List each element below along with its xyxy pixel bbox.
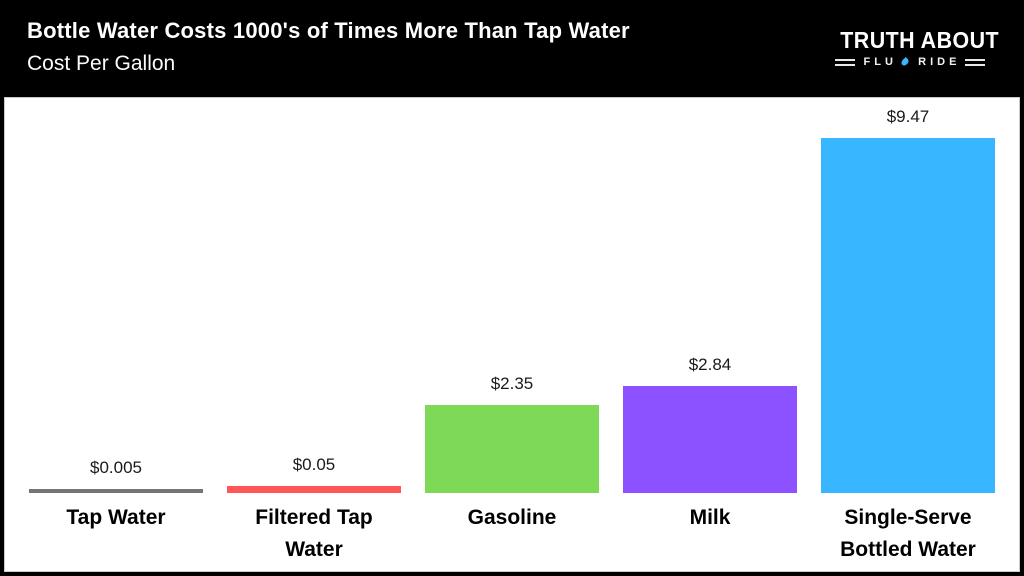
logo-tagline: FLU RIDE	[835, 56, 985, 68]
bar	[28, 489, 204, 493]
water-drop-icon	[900, 56, 911, 67]
bar-column: $2.35	[413, 98, 611, 493]
header-text: Bottle Water Costs 1000's of Times More …	[27, 18, 630, 76]
logo-wordmark: TRUTH ABOUT	[840, 27, 1000, 53]
logo: TRUTH ABOUT FLU RIDE	[835, 27, 1000, 68]
logo-word-ride: RIDE	[918, 56, 961, 68]
page-title: Bottle Water Costs 1000's of Times More …	[27, 18, 630, 43]
bar	[226, 486, 402, 493]
header: Bottle Water Costs 1000's of Times More …	[0, 0, 1024, 97]
bar-value-label: $0.005	[90, 458, 142, 477]
bar-value-label: $2.84	[688, 355, 732, 374]
bar	[622, 386, 798, 493]
logo-rule-left	[835, 58, 855, 66]
chart-area: $0.005 $0.05 $2.35 $2.84 $9.47	[17, 98, 1007, 493]
category-label: Tap Water	[66, 506, 166, 529]
page-subtitle: Cost Per Gallon	[27, 52, 176, 75]
category-label: Filtered Tap Water	[255, 506, 373, 561]
bar-value-label: $0.05	[292, 455, 336, 474]
bar-column: $2.84	[611, 98, 809, 493]
bar-value-label: $2.35	[490, 374, 534, 393]
bar-column: $9.47	[809, 98, 1007, 493]
bar-column: $0.005	[17, 98, 215, 493]
category-labels-row: Tap Water Filtered Tap Water Gasoline Milk S…	[17, 493, 1007, 566]
bar	[820, 138, 996, 493]
category-label: Single-Serve Bottled Water	[840, 506, 976, 561]
category-label: Milk	[689, 506, 731, 529]
chart-panel: $0.005 $0.05 $2.35 $2.84 $9.47 Tap Water Filt…	[4, 97, 1020, 572]
category-label: Gasoline	[467, 506, 557, 529]
bar-column: $0.05	[215, 98, 413, 493]
bar-value-label: $9.47	[886, 107, 930, 126]
bar	[424, 405, 600, 493]
logo-rule-right	[965, 58, 985, 66]
logo-word-flu: FLU	[863, 56, 897, 68]
